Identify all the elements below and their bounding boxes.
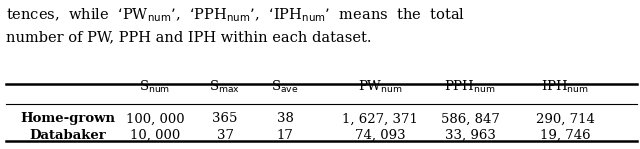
Text: S$_{\mathrm{num}}$: S$_{\mathrm{num}}$ [140, 79, 171, 95]
Text: 19, 746: 19, 746 [540, 129, 590, 142]
Text: PPH$_{\mathrm{num}}$: PPH$_{\mathrm{num}}$ [444, 79, 496, 95]
Text: IPH$_{\mathrm{num}}$: IPH$_{\mathrm{num}}$ [541, 79, 589, 95]
Text: Databaker: Databaker [29, 129, 106, 142]
Text: 290, 714: 290, 714 [536, 112, 595, 125]
Text: tences,  while  ‘PW$_{\mathrm{num}}$’,  ‘PPH$_{\mathrm{num}}$’,  ‘IPH$_{\mathrm{: tences, while ‘PW$_{\mathrm{num}}$’, ‘PP… [6, 6, 465, 24]
Text: PW$_{\mathrm{num}}$: PW$_{\mathrm{num}}$ [358, 79, 403, 95]
Text: 17: 17 [276, 129, 293, 142]
Text: 37: 37 [216, 129, 234, 142]
Text: 365: 365 [212, 112, 237, 125]
Text: S$_{\mathrm{ave}}$: S$_{\mathrm{ave}}$ [271, 79, 299, 95]
Text: 100, 000: 100, 000 [125, 112, 184, 125]
Text: number of PW, PPH and IPH within each dataset.: number of PW, PPH and IPH within each da… [6, 30, 372, 44]
Text: 1, 627, 371: 1, 627, 371 [342, 112, 418, 125]
Text: Home-grown: Home-grown [20, 112, 115, 125]
Text: 10, 000: 10, 000 [130, 129, 180, 142]
Text: S$_{\mathrm{max}}$: S$_{\mathrm{max}}$ [209, 79, 241, 95]
Text: 74, 093: 74, 093 [355, 129, 405, 142]
Text: 586, 847: 586, 847 [440, 112, 499, 125]
Text: 33, 963: 33, 963 [445, 129, 495, 142]
Text: 38: 38 [276, 112, 293, 125]
